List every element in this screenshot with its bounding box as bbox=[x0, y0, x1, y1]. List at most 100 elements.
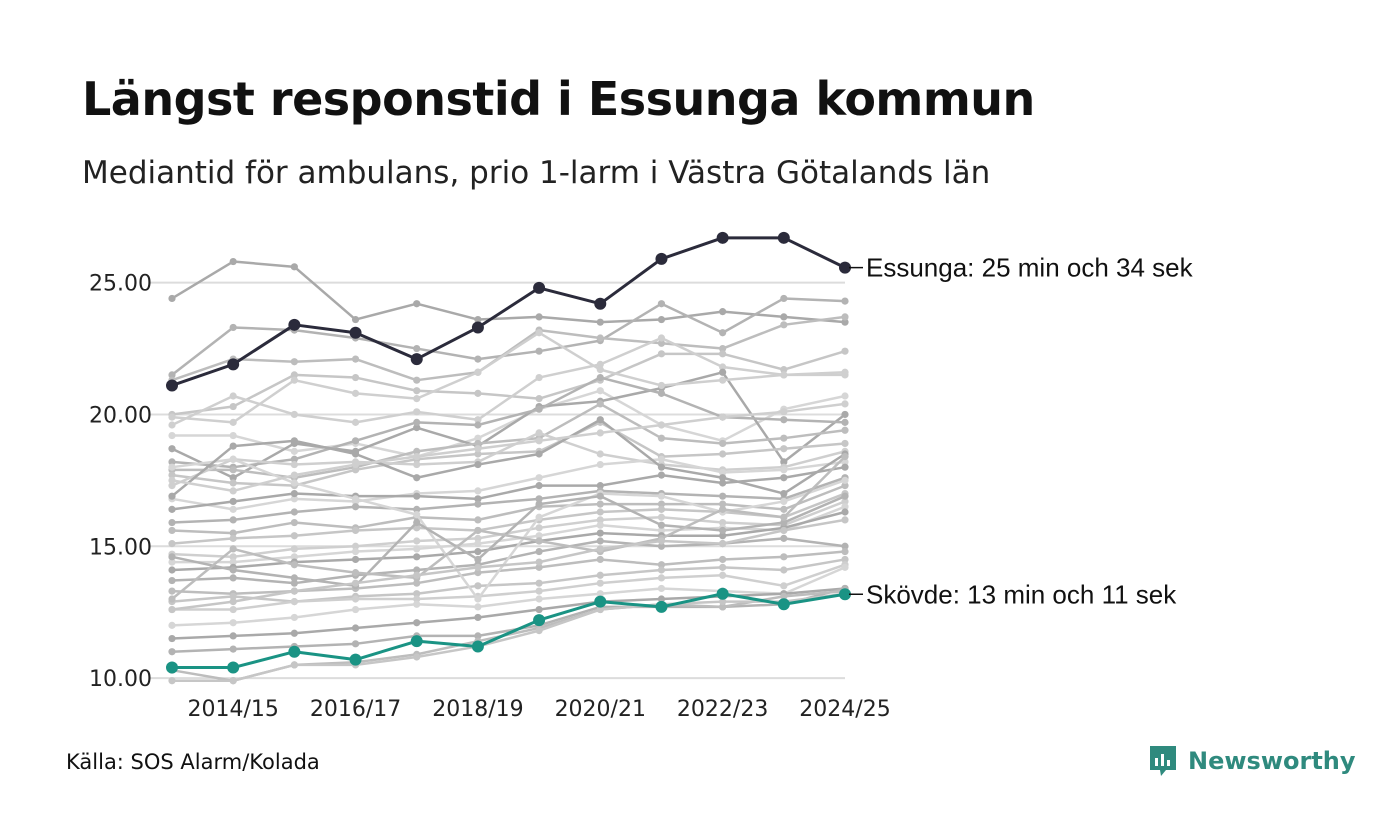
data-point bbox=[413, 566, 421, 574]
data-point bbox=[474, 416, 482, 424]
data-point bbox=[229, 545, 237, 553]
data-point bbox=[657, 500, 666, 508]
data-point bbox=[229, 516, 237, 524]
data-point bbox=[229, 558, 237, 566]
data-point bbox=[413, 579, 421, 587]
series-line bbox=[171, 376, 846, 469]
data-point bbox=[657, 421, 666, 429]
series-line bbox=[172, 402, 846, 479]
data-point bbox=[841, 410, 849, 419]
data-point bbox=[596, 373, 604, 382]
data-point bbox=[841, 503, 849, 511]
data-point bbox=[596, 516, 604, 524]
data-point bbox=[719, 479, 727, 487]
data-point bbox=[841, 400, 849, 408]
data-point bbox=[780, 505, 788, 513]
data-point bbox=[351, 437, 360, 445]
data-point bbox=[168, 431, 176, 440]
data-point bbox=[780, 566, 788, 574]
data-point bbox=[229, 323, 237, 332]
data-point bbox=[474, 603, 482, 611]
data-point bbox=[535, 450, 543, 458]
data-point bbox=[168, 540, 176, 548]
data-point bbox=[229, 605, 237, 614]
data-point bbox=[474, 439, 482, 448]
series-line bbox=[171, 492, 846, 545]
data-point bbox=[290, 358, 298, 366]
data-point bbox=[474, 389, 482, 397]
series-line bbox=[171, 455, 846, 600]
data-point bbox=[780, 526, 788, 535]
data-point bbox=[535, 605, 543, 614]
data-point bbox=[168, 526, 176, 535]
data-point bbox=[229, 619, 237, 627]
background-series bbox=[168, 555, 849, 606]
data-point bbox=[229, 677, 237, 685]
data-point bbox=[168, 605, 176, 614]
highlight-series-essunga bbox=[166, 231, 851, 392]
data-point bbox=[535, 524, 543, 532]
data-point bbox=[596, 366, 604, 374]
data-point bbox=[413, 619, 421, 627]
data-point bbox=[229, 442, 237, 450]
data-point bbox=[227, 661, 240, 674]
data-point bbox=[229, 645, 237, 653]
data-point bbox=[471, 321, 484, 334]
data-point bbox=[413, 395, 421, 403]
data-point bbox=[168, 445, 176, 453]
series-line bbox=[171, 494, 846, 588]
data-point bbox=[841, 347, 849, 355]
data-point bbox=[841, 313, 849, 321]
data-point bbox=[596, 508, 604, 516]
data-point bbox=[780, 489, 788, 498]
data-point bbox=[290, 455, 298, 463]
data-point bbox=[413, 492, 421, 500]
data-point bbox=[841, 542, 849, 550]
data-point bbox=[351, 555, 360, 564]
data-point bbox=[719, 450, 727, 458]
data-point bbox=[229, 632, 237, 640]
data-point bbox=[535, 595, 543, 603]
data-point bbox=[719, 376, 727, 384]
data-point bbox=[780, 416, 788, 424]
data-point bbox=[535, 547, 543, 556]
data-point bbox=[657, 595, 666, 603]
data-point bbox=[413, 408, 421, 416]
data-point bbox=[657, 471, 666, 479]
data-point bbox=[780, 445, 788, 453]
data-point bbox=[229, 431, 237, 440]
background-series bbox=[168, 463, 849, 513]
data-point bbox=[351, 466, 360, 474]
data-point bbox=[229, 505, 237, 513]
data-point bbox=[474, 355, 482, 363]
data-point bbox=[657, 455, 666, 463]
data-point bbox=[535, 429, 543, 437]
brand-logo[interactable]: Newsworthy bbox=[1148, 744, 1356, 778]
data-point bbox=[535, 513, 543, 521]
data-point bbox=[841, 482, 849, 490]
data-point bbox=[474, 540, 482, 548]
data-point bbox=[168, 482, 176, 490]
x-tick-label: 2018/19 bbox=[432, 697, 523, 722]
data-point bbox=[229, 455, 237, 463]
background-series-group bbox=[168, 257, 849, 685]
background-series bbox=[168, 416, 849, 500]
data-point bbox=[474, 595, 482, 603]
series-line bbox=[171, 418, 846, 498]
data-point bbox=[474, 534, 482, 542]
data-point bbox=[657, 505, 666, 513]
data-point bbox=[533, 614, 546, 627]
data-point bbox=[841, 453, 849, 461]
data-point bbox=[841, 418, 849, 426]
data-point bbox=[841, 563, 849, 571]
data-point bbox=[474, 547, 482, 556]
data-point bbox=[474, 450, 482, 458]
data-point bbox=[229, 497, 237, 506]
data-point bbox=[290, 371, 298, 379]
data-point bbox=[351, 542, 360, 550]
data-point bbox=[351, 373, 360, 382]
data-point bbox=[290, 410, 298, 419]
data-point bbox=[719, 532, 727, 540]
data-point bbox=[657, 315, 666, 324]
data-point bbox=[535, 500, 543, 508]
